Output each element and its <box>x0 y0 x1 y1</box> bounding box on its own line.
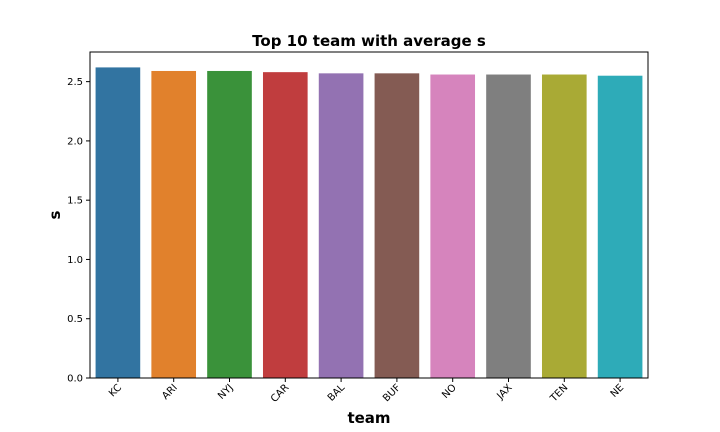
bar-kc <box>95 67 141 378</box>
bar-jax <box>486 74 531 379</box>
x-tick-label: TEN <box>548 382 571 405</box>
bar-no <box>430 74 476 379</box>
x-tick-label: BUF <box>381 382 403 404</box>
bar-ne <box>597 75 643 378</box>
bar-ari <box>151 70 197 378</box>
x-tick-label: JAX <box>494 382 514 402</box>
chart-title: Top 10 team with average s <box>252 32 486 50</box>
y-tick-label: 2.5 <box>67 77 83 88</box>
x-tick-label: NE <box>609 382 627 400</box>
x-tick-label: NYJ <box>216 382 235 401</box>
x-tick-label: NO <box>440 382 459 401</box>
bar-buf <box>374 73 420 378</box>
plot-frame <box>89 51 649 379</box>
bars-group <box>95 67 643 379</box>
x-axis: KC ARI NYJ CAR BAL BUF NO JAX TEN NE <box>107 378 626 405</box>
y-axis: 0.0 0.5 1.0 1.5 2.0 2.5 <box>67 77 90 385</box>
x-tick-label: CAR <box>269 382 292 405</box>
bar-bal <box>318 73 364 378</box>
x-axis-label: team <box>347 409 390 427</box>
y-tick-label: 2.0 <box>67 136 83 147</box>
bar-nyj <box>207 70 252 378</box>
y-tick-label: 1.5 <box>67 196 83 207</box>
bar-ten <box>541 74 587 379</box>
y-tick-label: 0.5 <box>67 314 83 325</box>
x-tick-label: ARI <box>160 382 180 402</box>
x-tick-label: KC <box>107 382 124 399</box>
x-tick-label: BAL <box>326 382 348 404</box>
bar-car <box>262 72 308 379</box>
y-tick-label: 1.0 <box>67 255 83 266</box>
y-tick-label: 0.0 <box>67 374 83 385</box>
y-axis-label: s <box>46 210 64 219</box>
